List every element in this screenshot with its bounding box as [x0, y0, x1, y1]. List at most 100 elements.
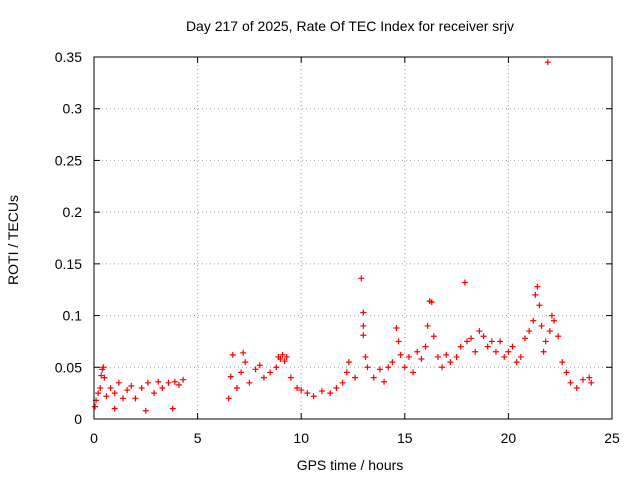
data-point: [345, 359, 352, 366]
data-point: [484, 343, 491, 350]
data-point: [550, 317, 557, 324]
data-point: [142, 407, 149, 414]
data-point: [240, 349, 247, 356]
data-point: [453, 353, 460, 360]
x-tick-label: 25: [604, 430, 620, 446]
data-point: [352, 374, 359, 381]
data-point: [159, 384, 166, 391]
data-point: [428, 299, 435, 306]
data-point: [542, 338, 549, 345]
x-tick-labels: 0 5 10 15 20 25: [90, 430, 620, 446]
data-point: [277, 356, 284, 363]
data-point: [360, 332, 367, 339]
data-point: [318, 388, 325, 395]
data-point: [227, 373, 234, 380]
data-point: [480, 333, 487, 340]
data-point: [281, 358, 288, 365]
data-point: [538, 322, 545, 329]
data-point: [521, 335, 528, 342]
data-point: [111, 390, 118, 397]
data-point: [370, 374, 377, 381]
data-point: [540, 348, 547, 355]
y-tick-label: 0.15: [55, 256, 82, 272]
data-point: [362, 353, 369, 360]
data-point: [463, 338, 470, 345]
x-tick-label: 5: [194, 430, 202, 446]
data-point: [333, 384, 340, 391]
data-point: [461, 279, 468, 286]
data-point: [246, 379, 253, 386]
data-point: [180, 376, 187, 383]
data-point: [393, 324, 400, 331]
data-point: [229, 351, 236, 358]
data-point: [107, 384, 114, 391]
data-point: [298, 387, 305, 394]
data-point: [225, 395, 232, 402]
data-point: [443, 351, 450, 358]
data-point: [169, 405, 176, 412]
data-point: [434, 353, 441, 360]
data-point: [418, 356, 425, 363]
data-point: [128, 382, 135, 389]
y-tick-labels: 0 0.05 0.1 0.15 0.2 0.25 0.3 0.35: [55, 49, 82, 427]
data-point: [287, 374, 294, 381]
data-point: [98, 372, 105, 379]
data-point: [513, 359, 520, 366]
data-point: [546, 328, 553, 335]
data-point: [304, 390, 311, 397]
y-tick-label: 0.25: [55, 152, 82, 168]
grid-layer: [94, 57, 612, 419]
data-point: [567, 379, 574, 386]
data-point: [124, 387, 131, 394]
data-point: [343, 369, 350, 376]
data-point: [497, 338, 504, 345]
data-point: [488, 338, 495, 345]
data-point: [532, 291, 539, 298]
data-point: [155, 378, 162, 385]
data-point: [103, 393, 110, 400]
data-point: [100, 364, 107, 371]
x-tick-label: 0: [90, 430, 98, 446]
data-point: [559, 359, 566, 366]
data-point: [526, 328, 533, 335]
data-point: [389, 359, 396, 366]
data-point: [563, 369, 570, 376]
data-point: [501, 353, 508, 360]
data-point: [97, 384, 104, 391]
data-point: [548, 312, 555, 319]
data-point: [175, 381, 182, 388]
data-point: [579, 376, 586, 383]
y-tick-label: 0.3: [63, 101, 83, 117]
data-point: [327, 390, 334, 397]
data-point: [447, 359, 454, 366]
data-point: [364, 364, 371, 371]
data-point: [339, 379, 346, 386]
y-tick-label: 0.1: [63, 308, 83, 324]
data-point: [120, 395, 127, 402]
plot-frame: [93, 56, 613, 420]
y-tick-label: 0.35: [55, 49, 82, 65]
data-point: [252, 366, 259, 373]
x-tick-label: 20: [501, 430, 517, 446]
data-point: [267, 369, 274, 376]
data-point: [397, 351, 404, 358]
data-point: [151, 390, 158, 397]
data-point: [385, 364, 392, 371]
y-tick-label: 0: [74, 411, 82, 427]
data-point: [395, 338, 402, 345]
data-point: [144, 379, 151, 386]
x-tick-label: 15: [397, 430, 413, 446]
data-point: [115, 379, 122, 386]
data-points: [92, 59, 595, 414]
data-point: [256, 362, 263, 369]
data-point: [111, 405, 118, 412]
y-axis-label: ROTI / TECUs: [5, 195, 21, 285]
data-point: [586, 374, 593, 381]
chart-title: Day 217 of 2025, Rate Of TEC Index for r…: [186, 18, 514, 34]
data-point: [283, 353, 290, 360]
data-point: [165, 379, 172, 386]
data-point: [360, 309, 367, 316]
data-point: [381, 378, 388, 385]
data-point: [530, 317, 537, 324]
